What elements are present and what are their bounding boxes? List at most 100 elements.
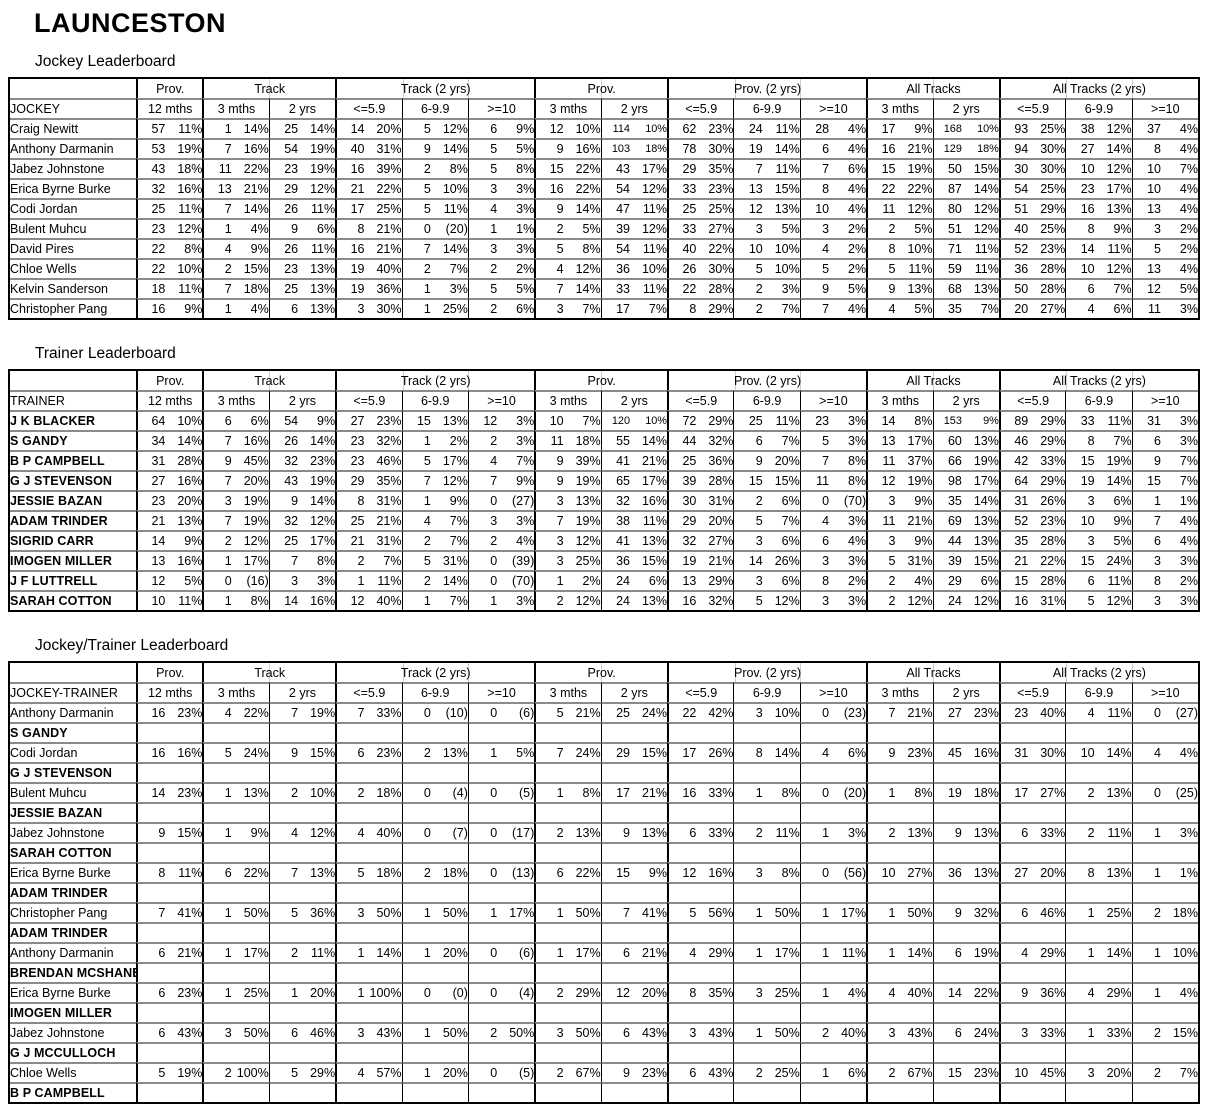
stat-cell: 3 6% [733, 530, 800, 550]
stat-cell: 72 29% [667, 410, 734, 430]
stat-count: 15 [416, 414, 431, 428]
stat-cell: 6 33% [667, 822, 734, 842]
stat-rate: 10% [442, 182, 468, 196]
stat-rate: 17% [907, 434, 933, 448]
stat-cell: 25 11% [733, 410, 800, 430]
stat-count: 65 [616, 474, 630, 488]
stat-count: 3 [689, 1026, 697, 1040]
stat-rate: 29% [1040, 474, 1066, 488]
stat-cell: 5 31% [401, 550, 468, 570]
stat-rate: 32% [708, 594, 734, 608]
column-label: 3 mths [202, 390, 269, 410]
stat-cell: 14 11% [1065, 238, 1132, 258]
stat-count: 14 [881, 414, 896, 428]
stat-count: 4 [357, 1066, 365, 1080]
stat-rate: 30% [1040, 746, 1066, 760]
stat-rate: 21% [641, 946, 667, 960]
column-group-label: Prov. [534, 79, 667, 98]
stat-cell: 8 4% [1131, 138, 1198, 158]
stat-rate: 31% [376, 534, 402, 548]
stat-rate: 20% [376, 122, 402, 136]
stat-cell: 9 36% [998, 982, 1066, 1002]
stat-rate: 11% [1107, 826, 1132, 840]
stat-count: 41 [616, 454, 630, 468]
stat-count: 39 [616, 222, 630, 236]
stat-count: 19 [682, 554, 697, 568]
stat-count: 3 [888, 494, 896, 508]
stat-count: 14 [350, 122, 365, 136]
empty-cell [1065, 802, 1132, 822]
stat-count: 2 [1087, 826, 1095, 840]
stat-cell: 9 39% [534, 450, 601, 470]
stat-cell: 4 40% [866, 982, 933, 1002]
stat-cell: 62 23% [667, 118, 734, 138]
stat-cell: 3 30% [335, 298, 402, 318]
row-header-label: TRAINER [10, 390, 136, 410]
stat-rate: 11% [178, 122, 203, 136]
stat-cell: 4 2% [799, 238, 867, 258]
stat-rate: 22% [243, 162, 269, 176]
stat-count: 1 [1087, 906, 1095, 920]
stat-cell: 16 21% [335, 238, 402, 258]
stat-cell: 16 23% [136, 702, 203, 722]
column-group-label: Prov. (2 yrs) [667, 79, 867, 98]
stat-cell: 0 (16) [202, 570, 269, 590]
stat-rate: 11% [908, 262, 933, 276]
stat-rate: 12% [973, 202, 999, 216]
stat-count: 2 [291, 786, 299, 800]
stat-cell: 6 13% [268, 298, 336, 318]
stat-rate: 19% [243, 514, 269, 528]
stat-cell: 6 23% [335, 742, 402, 762]
stat-count: 8 [689, 302, 697, 316]
stat-rate: 24% [973, 1026, 999, 1040]
empty-cell [1131, 922, 1198, 942]
stat-count: 40 [682, 242, 697, 256]
stat-rate: 18% [1172, 906, 1198, 920]
stat-cell: 39 28% [667, 470, 734, 490]
stat-cell: 16 16% [136, 742, 203, 762]
stat-cell: 65 17% [600, 470, 667, 490]
stat-count: 1 [423, 594, 431, 608]
stat-count: 12 [616, 986, 630, 1000]
stat-cell: 13 4% [1131, 258, 1198, 278]
stat-count: 14 [284, 594, 299, 608]
stat-count: 11 [882, 514, 896, 528]
stat-rate: 15% [1172, 1026, 1198, 1040]
stat-cell: 8 7% [1065, 430, 1132, 450]
stat-rate: 6% [648, 574, 667, 588]
stat-count: 44 [947, 534, 962, 548]
stat-rate: 29% [708, 302, 734, 316]
stat-cell: 16 9% [136, 298, 203, 318]
empty-cell [600, 1002, 667, 1022]
stat-count: 8 [822, 574, 830, 588]
empty-cell [534, 1082, 601, 1102]
stat-cell: 6 43% [600, 1022, 667, 1042]
stat-count: 29 [616, 746, 630, 760]
stat-cell: 3 3% [799, 550, 867, 570]
stat-rate: 40% [1040, 706, 1066, 720]
stat-rate: 40% [376, 262, 402, 276]
stat-rate: 6% [1113, 494, 1132, 508]
stat-count: 15 [1080, 554, 1095, 568]
stat-rate: 25% [1040, 182, 1066, 196]
stat-count: 9 [423, 142, 431, 156]
stat-rate: 6% [317, 222, 336, 236]
stat-cell: 3 3% [1131, 590, 1198, 610]
stat-count: 1 [490, 906, 498, 920]
stat-cell: 7 19% [202, 510, 269, 530]
stat-cell: 50 15% [932, 158, 999, 178]
stat-cell: 1 7% [401, 590, 468, 610]
stat-cell: 52 23% [998, 510, 1066, 530]
empty-cell [136, 722, 203, 742]
empty-cell [1065, 842, 1132, 862]
stat-rate: 3% [516, 242, 535, 256]
stat-cell: 46 29% [998, 430, 1066, 450]
stat-cell: 103 18% [600, 138, 667, 158]
stat-cell: 10 7% [1131, 158, 1198, 178]
stat-rate: 19% [243, 494, 269, 508]
stat-count: 54 [616, 242, 630, 256]
stat-count: 12 [682, 866, 697, 880]
row-name: David Pires [10, 238, 136, 258]
empty-cell [600, 842, 667, 862]
stat-cell: 5 10% [401, 178, 468, 198]
